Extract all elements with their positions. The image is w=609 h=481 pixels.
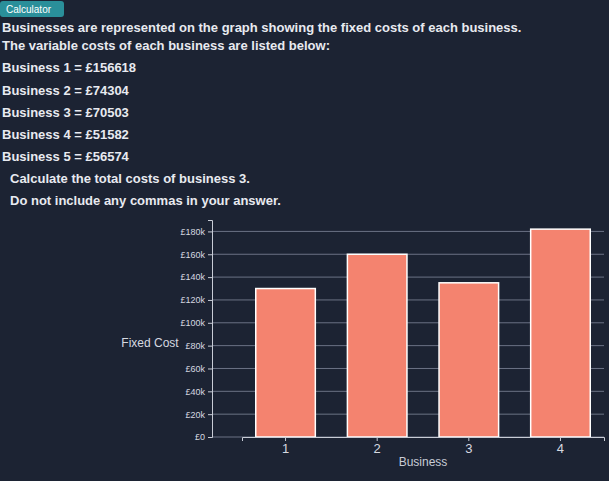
y-tick-label: £40k [185, 387, 205, 397]
x-tick: 2 [374, 437, 381, 456]
y-tick: £180k [180, 227, 212, 237]
question-line: Business 3 = £70503 [2, 105, 129, 120]
y-axis-line [208, 221, 213, 438]
y-tick-label: £80k [185, 341, 205, 351]
bars [256, 229, 591, 437]
y-tick-mark [208, 231, 212, 232]
y-tick: £80k [185, 341, 212, 351]
y-tick-mark [208, 254, 212, 255]
y-tick-mark [208, 277, 212, 278]
y-tick-label: £180k [180, 227, 205, 237]
x-axis-line [243, 438, 605, 442]
y-axis-title: Fixed Cost [121, 336, 179, 350]
y-tick-mark [208, 414, 212, 415]
y-tick-mark [208, 323, 212, 324]
x-tick-label: 4 [557, 441, 564, 456]
bar [439, 283, 499, 437]
y-tick: £0 [195, 432, 212, 442]
question-line: Calculate the total costs of business 3. [10, 171, 250, 186]
x-tick: 1 [282, 437, 289, 456]
question-line: Business 1 = £156618 [2, 60, 136, 75]
y-tick-label: £140k [180, 272, 205, 282]
y-tick: £60k [185, 364, 212, 374]
question-line: Business 2 = £74304 [2, 83, 130, 98]
calculator-button[interactable]: Calculator [0, 1, 64, 17]
y-tick-label: £160k [180, 250, 205, 260]
y-tick-mark [208, 300, 212, 301]
y-tick-mark [208, 391, 212, 392]
button-label[interactable]: Calculator [6, 4, 52, 15]
y-tick-label: £120k [180, 295, 205, 305]
y-tick: £20k [185, 410, 212, 420]
y-tick: £120k [180, 295, 212, 305]
x-tick: 3 [465, 437, 472, 456]
button-bg[interactable] [0, 1, 64, 17]
y-tick: £40k [185, 387, 212, 397]
bar [347, 254, 407, 437]
y-axis: £0 £20k £40k £60k £80k £100k £120k £140k £160k £1… [180, 221, 212, 443]
y-tick-label: £100k [180, 318, 205, 328]
question: Businesses are represented on the graph … [2, 20, 521, 208]
y-tick-label: £60k [185, 364, 205, 374]
x-tick-label: 3 [465, 441, 472, 456]
chart: £0 £20k £40k £60k £80k £100k £120k £140k £160k £1… [121, 221, 604, 470]
x-tick-label: 2 [374, 441, 381, 456]
question-line: Businesses are represented on the graph … [2, 20, 521, 35]
x-tick-label: 1 [282, 441, 289, 456]
question-line: Business 4 = £51582 [2, 127, 129, 142]
bar [531, 229, 591, 437]
y-tick-label: £20k [185, 410, 205, 420]
canvas: Calculator Businesses are represented on … [0, 0, 609, 481]
question-line: The variable costs of each business are … [2, 38, 330, 53]
y-tick-mark [208, 437, 212, 438]
x-axis: 1 2 3 4 [243, 437, 605, 456]
x-tick: 4 [557, 437, 564, 456]
y-tick-mark [208, 346, 212, 347]
question-line: Do not include any commas in your answer… [10, 193, 281, 208]
y-tick: £100k [180, 318, 212, 328]
question-line: Business 5 = £56574 [2, 149, 130, 164]
y-tick: £140k [180, 272, 212, 282]
y-tick-label: £0 [195, 432, 205, 442]
bar [256, 289, 316, 437]
y-tick: £160k [180, 250, 212, 260]
x-axis-title: Business [399, 455, 448, 469]
y-tick-mark [208, 368, 212, 369]
